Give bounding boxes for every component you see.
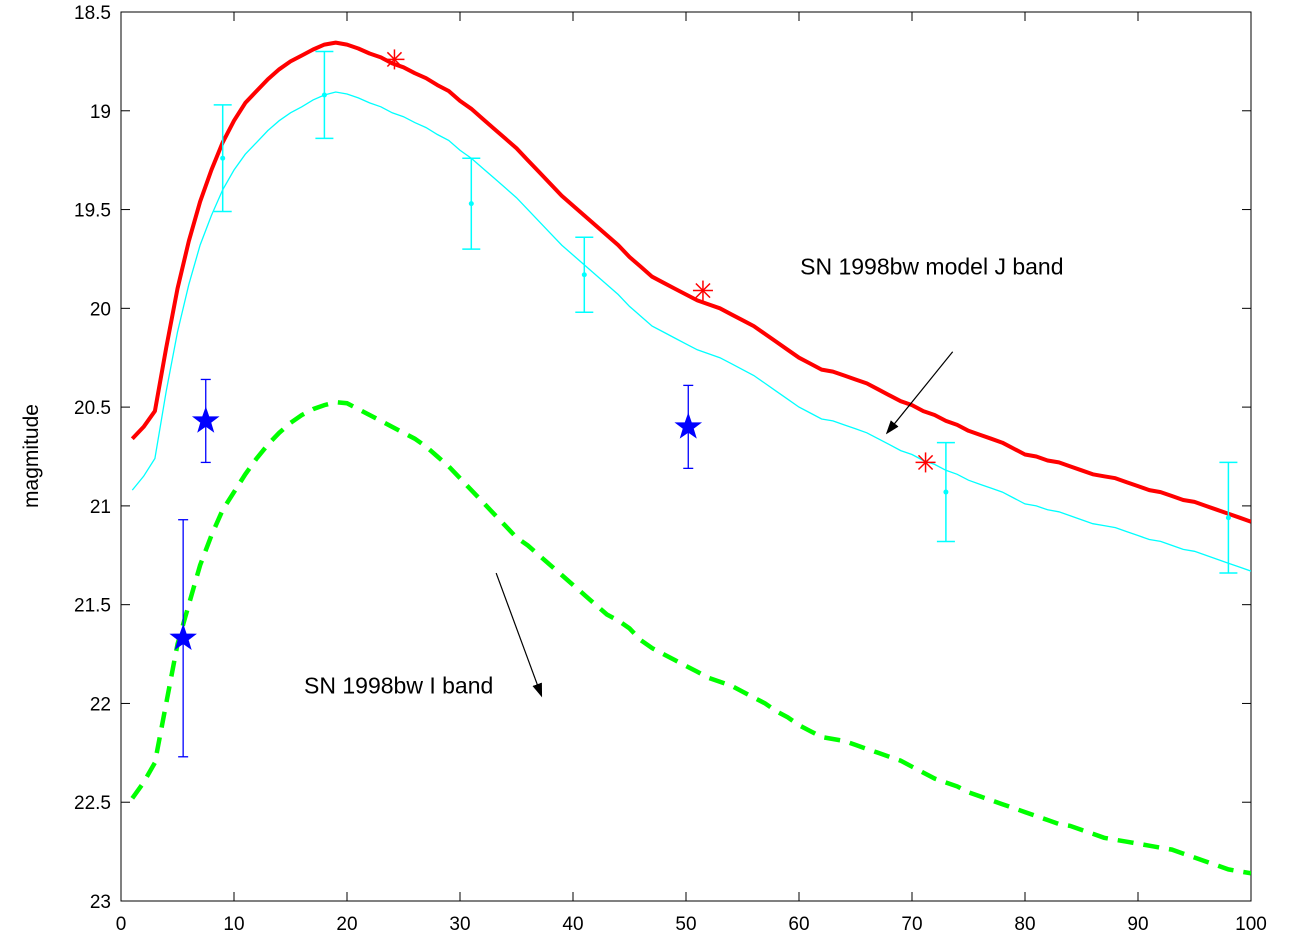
x-tick-label: 30 <box>449 914 470 935</box>
y-tick-label: 20.5 <box>74 398 111 419</box>
red-asterisk-point <box>915 452 936 473</box>
y-tick-label: 20 <box>90 299 111 320</box>
annotation-label: SN 1998bw model J band <box>800 254 1063 280</box>
j-model-line <box>130 40 1251 524</box>
point-dot <box>1225 515 1231 521</box>
point-dot <box>581 272 587 278</box>
markers-layer <box>169 49 1238 758</box>
cyan-data-point <box>1219 461 1238 574</box>
y-tick-label: 21 <box>90 497 111 518</box>
y-tick-label: 22.5 <box>74 793 111 814</box>
x-tick-label: 80 <box>1014 914 1035 935</box>
star-marker <box>191 406 220 433</box>
blue-star-point <box>169 519 197 758</box>
point-dot <box>943 489 949 495</box>
asterisk-stroke <box>386 51 403 68</box>
cyan-line <box>131 91 1251 572</box>
plot-frame <box>120 11 1252 902</box>
blue-star-point <box>191 378 220 464</box>
point-dot <box>220 155 226 161</box>
axis-ticks: 0 10 20 30 40 50 60 70 80 90 100 18.5 19 19.5 20 20.5 21… <box>74 3 1267 935</box>
x-tick-label: 40 <box>562 914 583 935</box>
x-tick-label: 0 <box>116 914 127 935</box>
x-tick-label: 60 <box>788 914 809 935</box>
x-tick-label: 100 <box>1235 914 1267 935</box>
y-tick-label: 21.5 <box>74 596 111 617</box>
blue-star-point <box>674 384 703 470</box>
y-tick-label: 19 <box>90 102 111 123</box>
y-tick-label: 23 <box>90 892 111 913</box>
y-tick-label: 18.5 <box>74 3 111 24</box>
star-marker <box>674 412 703 439</box>
annotation-arrow <box>495 572 543 698</box>
asterisk-stroke <box>695 282 711 299</box>
cyan-data-point <box>575 236 594 314</box>
cyan-data-point <box>462 157 481 250</box>
annotation-arrow <box>885 351 954 435</box>
point-dot <box>321 92 327 98</box>
y-tick-label: 22 <box>90 694 111 715</box>
series-layer <box>130 40 1251 876</box>
i-band-line <box>130 399 1251 876</box>
x-tick-label: 50 <box>675 914 696 935</box>
annotations: SN 1998bw model J band SN 1998bw I band <box>304 254 1063 699</box>
asterisk-stroke <box>917 454 934 471</box>
star-marker <box>169 623 197 651</box>
x-tick-label: 20 <box>336 914 357 935</box>
x-tick-label: 10 <box>223 914 244 935</box>
y-tick-label: 19.5 <box>74 201 111 222</box>
cyan-data-point <box>315 50 334 140</box>
y-axis-label: magmitude <box>20 404 43 508</box>
annotation-label: SN 1998bw I band <box>304 673 493 699</box>
red-asterisk-point <box>384 49 405 70</box>
x-tick-label: 90 <box>1127 914 1148 935</box>
cyan-data-point <box>936 441 955 543</box>
x-tick-label: 70 <box>901 914 922 935</box>
red-asterisk-point <box>692 280 713 301</box>
point-dot <box>468 201 474 207</box>
cyan-data-point <box>213 104 232 213</box>
